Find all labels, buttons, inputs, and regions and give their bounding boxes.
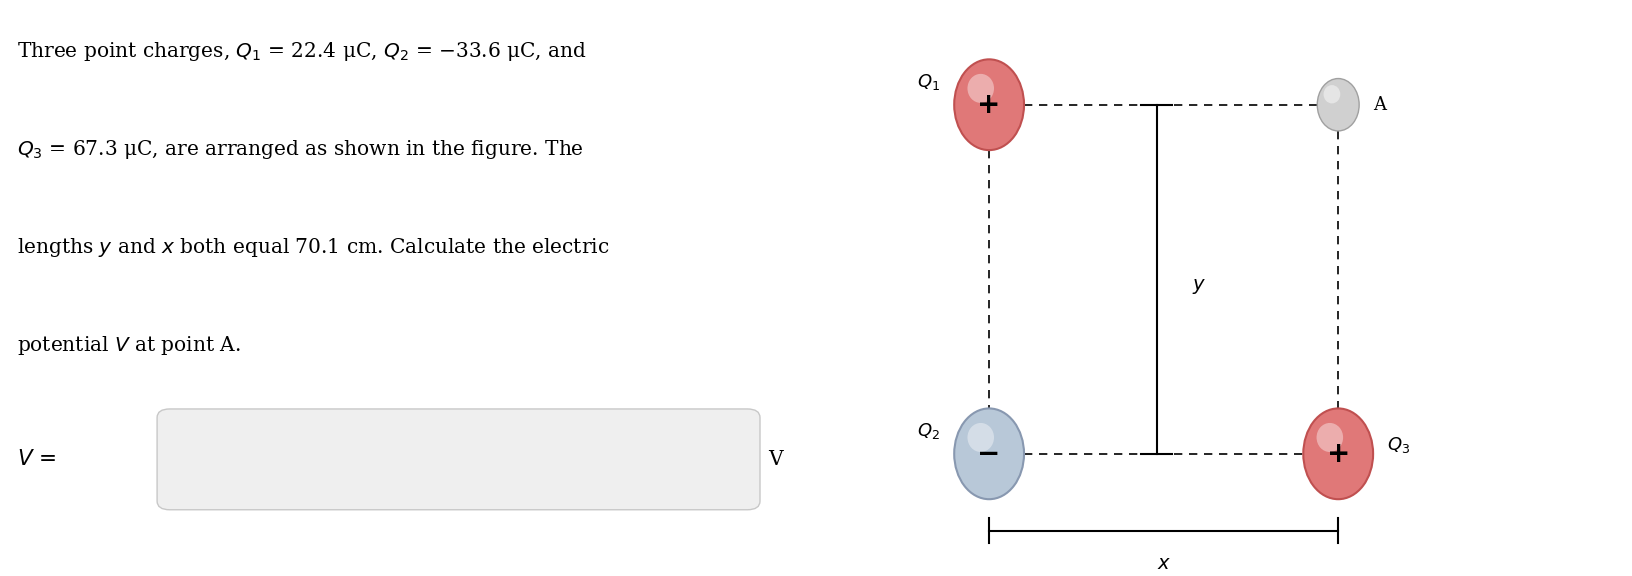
Ellipse shape <box>1322 85 1340 104</box>
FancyBboxPatch shape <box>157 409 759 510</box>
Ellipse shape <box>966 423 994 452</box>
Text: $x$: $x$ <box>1155 555 1170 573</box>
Ellipse shape <box>966 74 994 103</box>
Text: $Q_3$ = 67.3 μC, are arranged as shown in the figure. The: $Q_3$ = 67.3 μC, are arranged as shown i… <box>16 138 584 161</box>
Ellipse shape <box>953 59 1023 150</box>
Text: potential $V$ at point A.: potential $V$ at point A. <box>16 334 240 357</box>
Ellipse shape <box>1302 408 1373 499</box>
Text: lengths $y$ and $x$ both equal 70.1 cm. Calculate the electric: lengths $y$ and $x$ both equal 70.1 cm. … <box>16 236 609 259</box>
Ellipse shape <box>953 408 1023 499</box>
Text: $Q_2$: $Q_2$ <box>917 421 940 441</box>
Text: $y$: $y$ <box>1191 276 1204 295</box>
Ellipse shape <box>1315 423 1342 452</box>
Text: Three point charges, $Q_1$ = 22.4 μC, $Q_2$ = −33.6 μC, and: Three point charges, $Q_1$ = 22.4 μC, $Q… <box>16 40 586 63</box>
Text: $Q_1$: $Q_1$ <box>917 72 940 92</box>
Text: $V$ =: $V$ = <box>16 448 55 471</box>
Text: +: + <box>1325 440 1350 468</box>
Text: +: + <box>978 91 1000 119</box>
Text: $Q_3$: $Q_3$ <box>1386 435 1410 454</box>
Ellipse shape <box>1317 78 1358 131</box>
Text: −: − <box>978 440 1000 468</box>
Text: A: A <box>1373 96 1386 113</box>
Text: V: V <box>769 450 783 469</box>
